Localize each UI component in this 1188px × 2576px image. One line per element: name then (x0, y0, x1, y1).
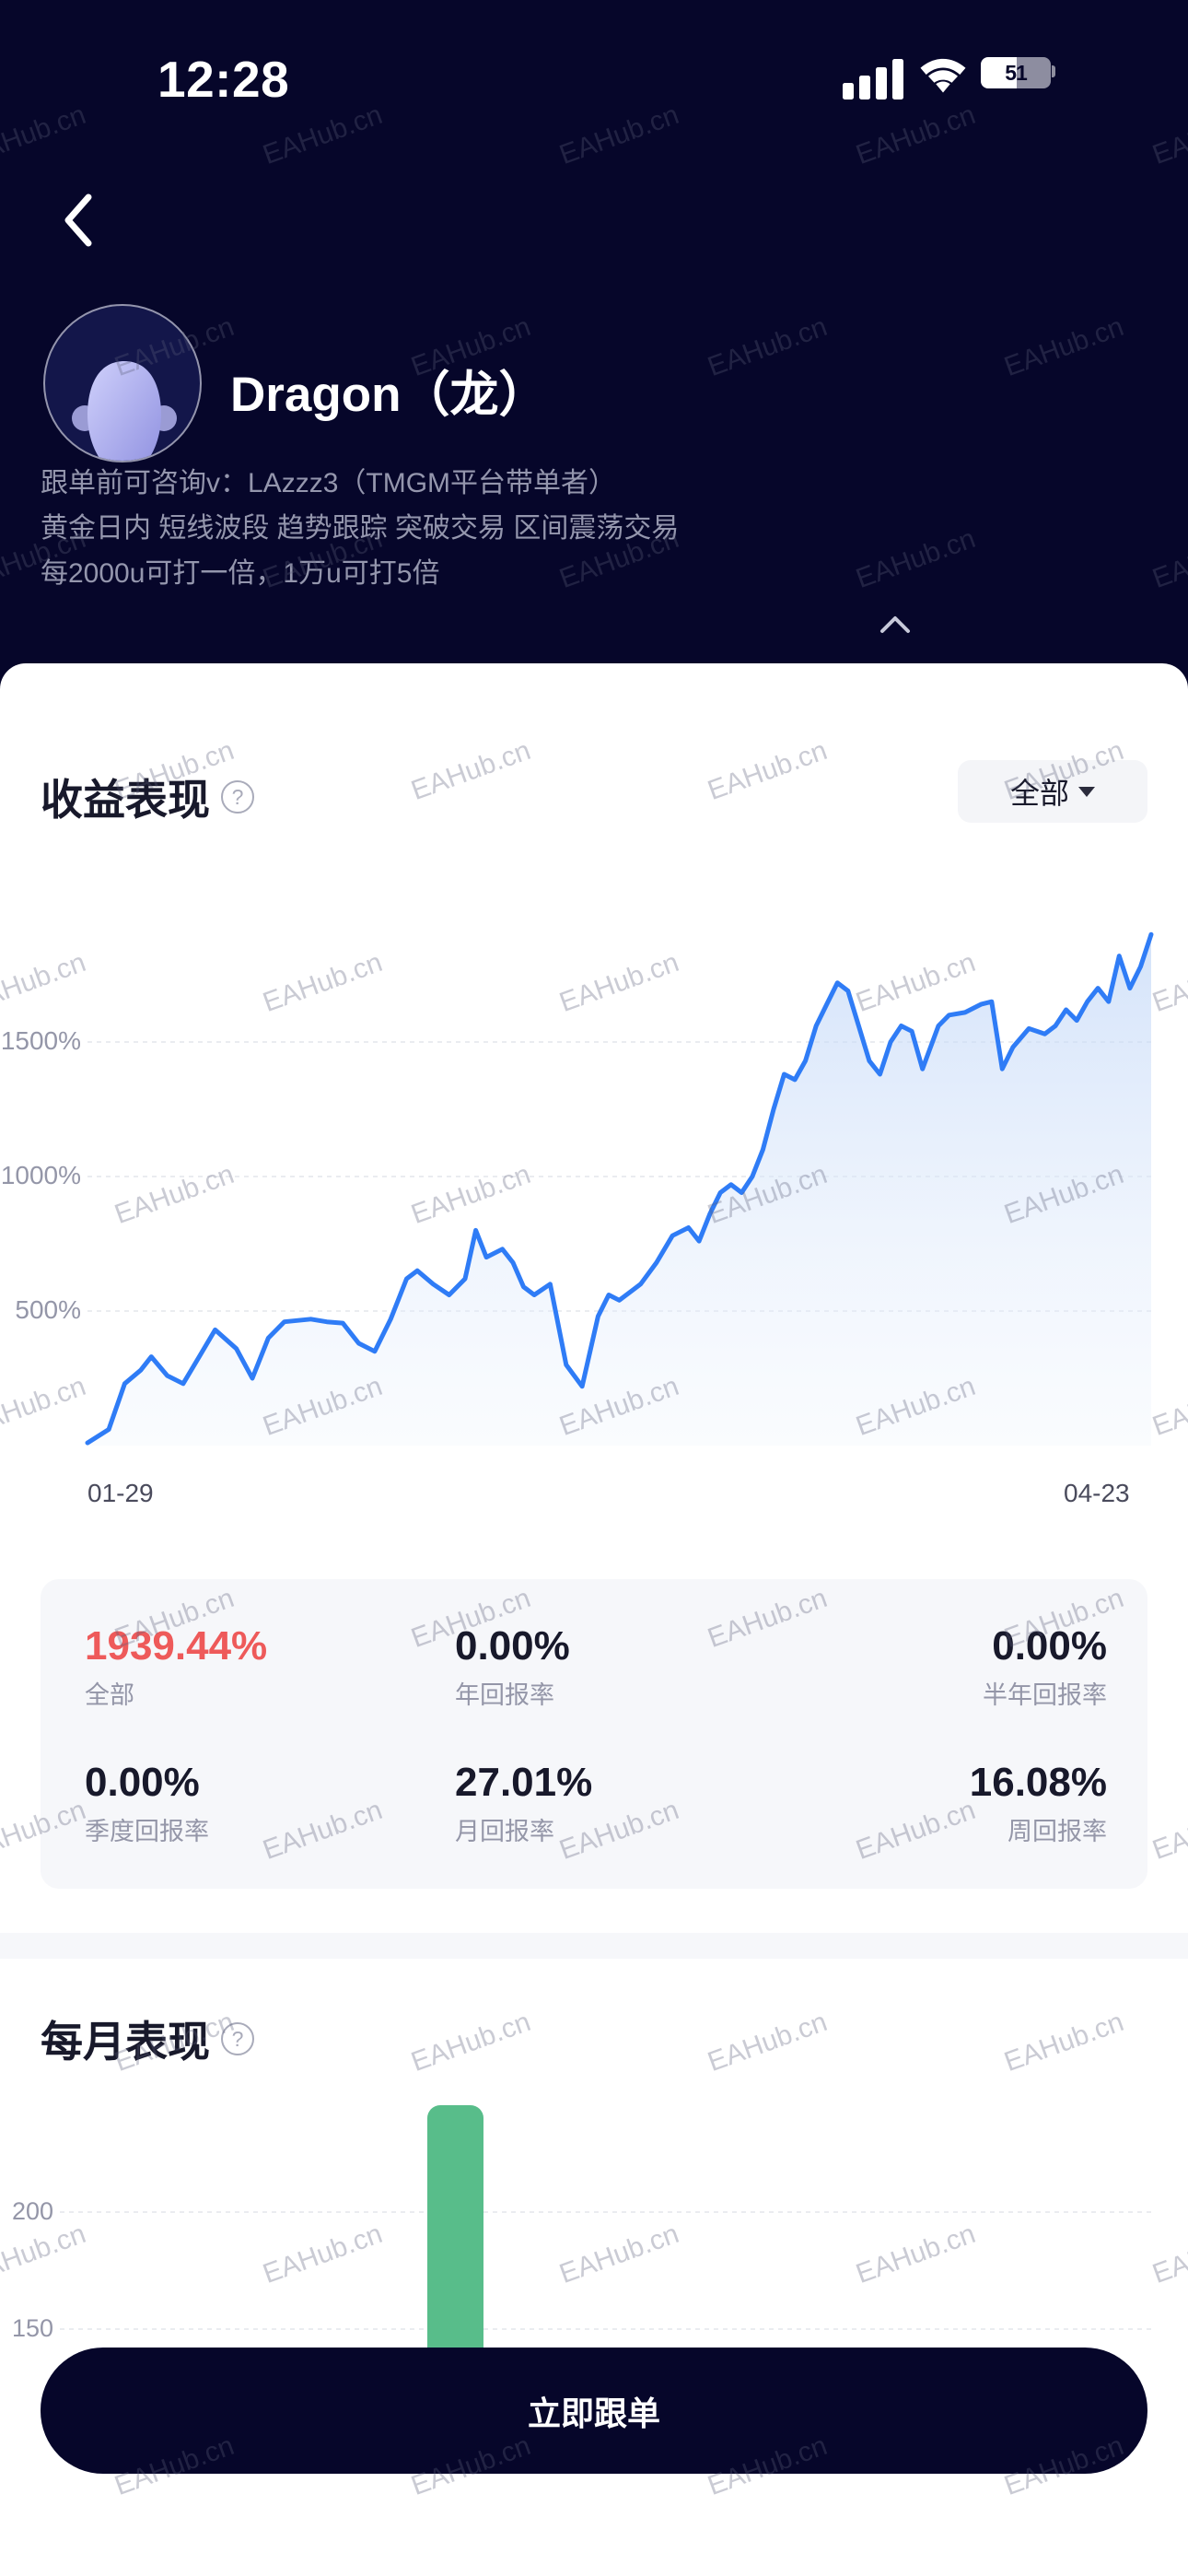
svg-text:200: 200 (12, 2197, 53, 2225)
svg-text:1000%: 1000% (1, 1161, 81, 1189)
svg-text:1500%: 1500% (1, 1026, 81, 1055)
svg-text:150: 150 (12, 2314, 53, 2342)
svg-text:500%: 500% (15, 1295, 81, 1324)
